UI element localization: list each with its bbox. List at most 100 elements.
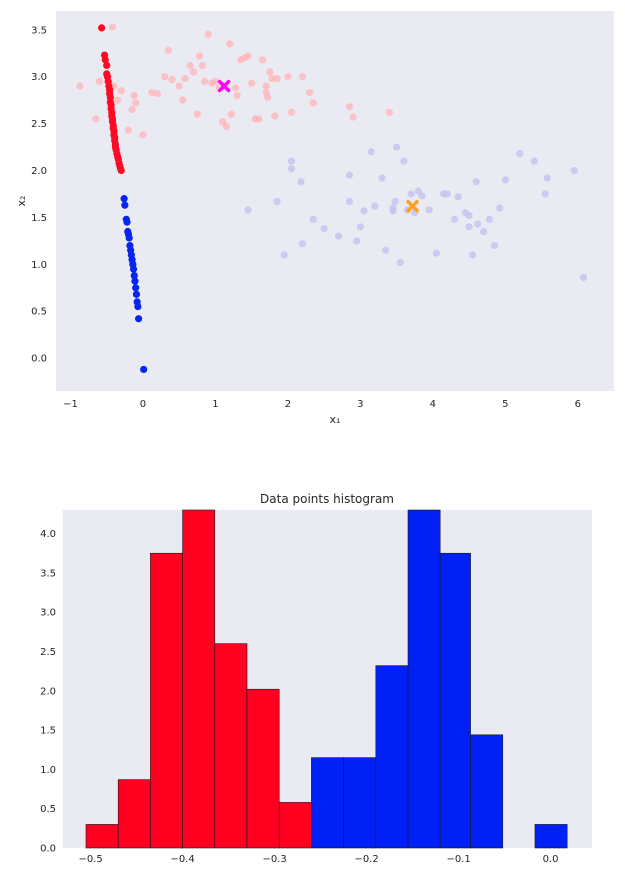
scatter-point bbox=[233, 91, 241, 100]
scatter-point bbox=[450, 215, 459, 223]
scatter-plot-area bbox=[56, 11, 614, 391]
scatter-x-tick-label: −1 bbox=[63, 399, 78, 410]
scatter-point bbox=[103, 61, 111, 70]
scatter-centroid-marker bbox=[217, 79, 231, 93]
scatter-point bbox=[266, 68, 274, 76]
histogram-bar bbox=[117, 779, 151, 849]
scatter-point bbox=[222, 122, 230, 131]
scatter-point bbox=[268, 74, 276, 83]
scatter-point bbox=[95, 77, 104, 85]
scatter-point bbox=[469, 251, 477, 259]
scatter-point bbox=[132, 99, 140, 107]
scatter-y-tick-label: 1.0 bbox=[31, 260, 47, 271]
scatter-x-tick-label: 6 bbox=[575, 399, 581, 410]
scatter-point bbox=[432, 249, 441, 257]
scatter-point bbox=[392, 143, 401, 151]
histogram-y-tick-label: 0.5 bbox=[40, 804, 56, 815]
marker-stroke bbox=[406, 199, 419, 213]
scatter-point bbox=[273, 197, 281, 206]
scatter-point bbox=[465, 211, 473, 220]
scatter-point bbox=[443, 190, 451, 198]
scatter-point bbox=[465, 223, 473, 231]
scatter-point bbox=[320, 225, 328, 233]
scatter-marks bbox=[76, 23, 588, 374]
scatter-x-axis-label: x₁ bbox=[330, 413, 341, 426]
scatter-y-tick-label: 3.0 bbox=[31, 72, 47, 83]
scatter-point bbox=[530, 157, 538, 165]
histogram-bars bbox=[85, 509, 568, 849]
scatter-point bbox=[117, 166, 125, 175]
scatter-point bbox=[516, 150, 524, 158]
scatter-y-tick-label: 2.0 bbox=[31, 166, 47, 177]
scatter-point bbox=[200, 77, 209, 85]
histogram-y-tick-label: 4.0 bbox=[40, 529, 56, 540]
scatter-point bbox=[284, 73, 292, 81]
scatter-point bbox=[255, 115, 263, 123]
scatter-point bbox=[186, 61, 194, 70]
histogram-y-tick-label: 0.0 bbox=[40, 844, 56, 855]
scatter-point bbox=[541, 190, 549, 198]
scatter-point bbox=[161, 73, 169, 81]
scatter-point bbox=[360, 207, 368, 215]
scatter-point bbox=[134, 302, 142, 311]
histogram-y-ticks: 0.0 0.5 1.0 1.5 2.0 2.5 3.0 3.5 4.0 bbox=[40, 529, 56, 854]
scatter-point bbox=[130, 91, 138, 100]
scatter-point bbox=[271, 112, 279, 120]
scatter-point bbox=[543, 174, 551, 182]
scatter-y-tick-label: 0.0 bbox=[31, 354, 47, 365]
scatter-point bbox=[227, 110, 235, 118]
histogram-title: Data points histogram bbox=[260, 492, 394, 506]
histogram-x-ticks: −0.5 −0.4 −0.3 −0.2 −0.1 0.0 bbox=[78, 854, 558, 865]
scatter-y-tick-label: 0.5 bbox=[31, 307, 47, 318]
histogram-bar bbox=[439, 552, 471, 849]
histogram-bar bbox=[311, 757, 344, 849]
scatter-point bbox=[148, 89, 156, 97]
histogram-y-tick-label: 1.0 bbox=[40, 765, 56, 776]
scatter-point bbox=[226, 40, 234, 48]
scatter-point bbox=[130, 271, 138, 280]
scatter-point bbox=[258, 56, 267, 64]
scatter-point bbox=[204, 30, 212, 39]
scatter-y-tick-label: 1.5 bbox=[31, 213, 47, 224]
scatter-point bbox=[490, 241, 499, 250]
scatter-point bbox=[244, 52, 252, 60]
scatter-point bbox=[349, 113, 357, 121]
scatter-point bbox=[309, 99, 317, 107]
scatter-point bbox=[113, 96, 122, 104]
scatter-point bbox=[123, 218, 131, 226]
scatter-point bbox=[120, 195, 128, 203]
scatter-point bbox=[287, 165, 296, 173]
scatter-point bbox=[92, 115, 100, 123]
scatter-point bbox=[98, 24, 106, 32]
scatter-point bbox=[193, 110, 201, 118]
scatter-point bbox=[389, 204, 397, 212]
scatter-point bbox=[345, 103, 354, 111]
scatter-point bbox=[287, 157, 296, 165]
scatter-point bbox=[76, 82, 84, 90]
scatter-chart: −1 0 1 2 3 4 5 6 0.0 0.5 1.0 1.5 2.0 2.5 3.0 3.5 x₁ x₂ bbox=[15, 11, 614, 426]
scatter-point bbox=[179, 96, 187, 104]
scatter-point bbox=[132, 290, 141, 298]
scatter-point bbox=[378, 174, 386, 182]
scatter-point bbox=[280, 251, 288, 259]
histogram-y-tick-label: 3.0 bbox=[40, 608, 56, 619]
scatter-point bbox=[391, 197, 399, 206]
scatter-point bbox=[153, 89, 162, 98]
scatter-point bbox=[454, 193, 462, 201]
scatter-point bbox=[371, 202, 379, 210]
histogram-bar bbox=[470, 734, 504, 849]
histogram-x-tick-label: −0.5 bbox=[78, 854, 102, 865]
scatter-point bbox=[356, 223, 364, 231]
histogram-bar bbox=[85, 824, 119, 849]
scatter-point bbox=[211, 77, 220, 85]
scatter-point bbox=[181, 74, 189, 83]
scatter-point bbox=[248, 79, 256, 87]
scatter-point bbox=[345, 197, 354, 206]
scatter-point bbox=[353, 237, 361, 245]
scatter-x-tick-label: 5 bbox=[502, 399, 508, 410]
scatter-x-ticks: −1 0 1 2 3 4 5 6 bbox=[63, 399, 581, 410]
scatter-point bbox=[128, 105, 136, 114]
scatter-point bbox=[244, 206, 252, 214]
histogram-bar bbox=[278, 802, 312, 849]
